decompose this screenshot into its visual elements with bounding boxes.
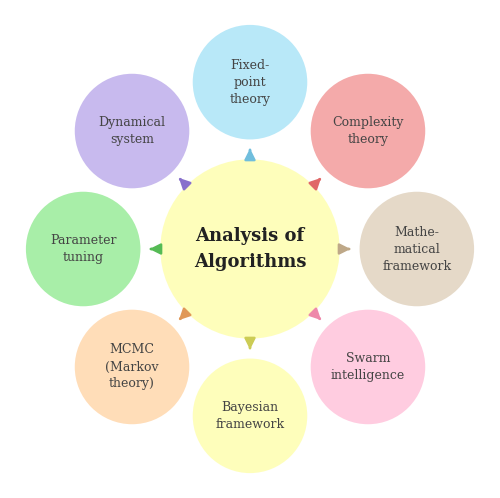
Circle shape [75, 310, 190, 424]
Circle shape [192, 359, 308, 473]
Text: Complexity
theory: Complexity theory [332, 116, 404, 146]
Text: Analysis of
Algorithms: Analysis of Algorithms [194, 227, 306, 271]
Circle shape [26, 192, 140, 306]
Text: Parameter
tuning: Parameter tuning [50, 234, 116, 264]
Circle shape [192, 25, 308, 139]
Text: Swarm
intelligence: Swarm intelligence [331, 352, 405, 382]
Text: Dynamical
system: Dynamical system [98, 116, 166, 146]
Circle shape [310, 310, 425, 424]
Circle shape [360, 192, 474, 306]
Text: Bayesian
framework: Bayesian framework [216, 401, 284, 431]
Text: MCMC
(Markov
theory): MCMC (Markov theory) [105, 344, 159, 390]
Circle shape [310, 74, 425, 188]
Text: Mathe-
matical
framework: Mathe- matical framework [382, 226, 452, 272]
Circle shape [75, 74, 190, 188]
Circle shape [160, 159, 340, 339]
Text: Fixed-
point
theory: Fixed- point theory [230, 59, 270, 106]
